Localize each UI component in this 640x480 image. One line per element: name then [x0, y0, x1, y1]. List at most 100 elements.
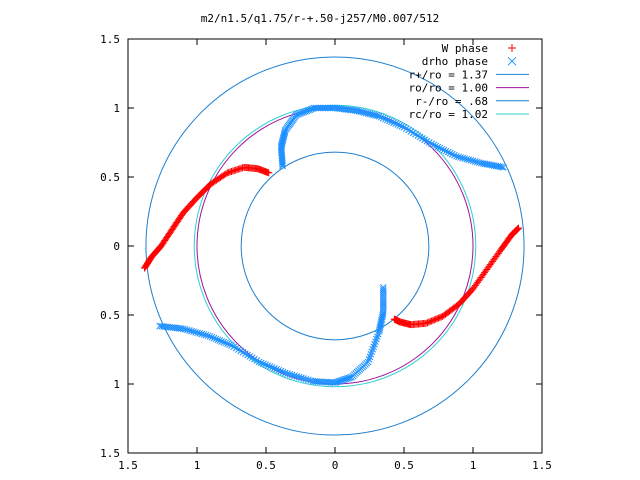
drho-phase-point [281, 369, 289, 377]
drho-phase-point [461, 155, 469, 162]
drho-phase-point [498, 163, 505, 171]
drho-phase-point [224, 340, 231, 348]
drho-phase-point [288, 371, 296, 379]
w-phase-point [265, 169, 273, 177]
drho-phase-point [260, 360, 267, 368]
drho-phase-point [430, 141, 438, 149]
drho-phase-point [277, 367, 285, 375]
drho-phase-point [198, 330, 206, 338]
drho-phase-point [279, 368, 287, 376]
drho-phase-point [428, 140, 435, 148]
x-tick-label: 1.5 [532, 459, 552, 472]
drho-phase-point [273, 365, 280, 373]
legend-label: r+/ro = 1.37 [409, 68, 488, 81]
drho-phase-point [382, 115, 389, 123]
drho-phase-point [384, 116, 391, 124]
x-tick-label: 0.5 [394, 459, 414, 472]
drho-phase-point [304, 376, 312, 384]
drho-phase-point [455, 153, 462, 161]
reference-circle [240, 151, 430, 341]
drho-phase-point [222, 339, 229, 347]
data-points [141, 104, 523, 386]
drho-phase-point [467, 156, 475, 164]
y-tick-label: 1 [113, 378, 120, 391]
x-axis: 1.5 1 0.5 0 0.5 1 1.5 [118, 39, 552, 472]
drho-phase-point [208, 333, 216, 341]
drho-phase-point [390, 119, 398, 127]
drho-phase-point [442, 147, 450, 155]
drho-phase-point [158, 322, 166, 330]
reference-circles [145, 56, 525, 436]
drho-phase-point [398, 123, 406, 130]
x-tick-label: 1.5 [118, 459, 138, 472]
legend-label: r-/ro = .68 [415, 95, 488, 108]
drho-phase-point [463, 155, 471, 163]
drho-phase-point [194, 329, 202, 337]
drho-phase-point [375, 112, 383, 120]
drho-phase-point [500, 163, 507, 171]
reference-circle [145, 56, 525, 436]
drho-phase-point [266, 363, 274, 370]
legend-marker [508, 44, 516, 52]
drho-phase-point [453, 152, 460, 160]
drho-phase-point [210, 334, 218, 342]
y-tick-label: 1.5 [100, 33, 120, 46]
drho-phase-point [388, 118, 395, 126]
drho-phase-point [300, 375, 308, 382]
legend-label: W phase [442, 42, 488, 55]
y-tick-label: 0 [113, 240, 120, 253]
y-tick-label: 0.5 [100, 171, 120, 184]
x-tick-label: 0 [332, 459, 339, 472]
legend-label: ro/ro = 1.00 [409, 82, 488, 95]
drho-phase-point [295, 373, 303, 381]
drho-phase-point [293, 373, 301, 380]
x-tick-label: 0.5 [256, 459, 276, 472]
w-phase-point [390, 315, 398, 323]
drho-phase-point [204, 332, 212, 340]
drho-phase-point [214, 336, 222, 344]
drho-phase-point [394, 121, 402, 128]
drho-phase-point [379, 114, 387, 122]
drho-phase-point [473, 158, 481, 166]
drho-phase-point [469, 157, 477, 165]
drho-phase-point [373, 112, 381, 120]
drho-phase-point [202, 331, 210, 339]
drho-phase-point [440, 146, 448, 154]
drho-phase-point [434, 143, 442, 151]
drho-phase-point [156, 322, 164, 330]
drho-phase-point [448, 150, 456, 158]
drho-phase-point [302, 375, 310, 383]
y-tick-label: 1 [113, 102, 120, 115]
legend-label: rc/ro = 1.02 [409, 108, 488, 121]
drho-phase-point [376, 326, 383, 334]
drho-phase-point [386, 117, 393, 125]
drho-phase-point [181, 326, 189, 333]
drho-phase-point [226, 341, 233, 348]
drho-phase-point [262, 361, 270, 369]
drho-phase-point [186, 327, 193, 334]
drho-phase-point [307, 377, 314, 384]
drho-phase-point [396, 122, 404, 129]
legend-marker [507, 56, 517, 66]
drho-phase-point [309, 377, 317, 385]
drho-phase-point [377, 113, 385, 121]
drho-phase-point [264, 362, 272, 369]
drho-phase-point [438, 145, 446, 153]
drho-phase-point [465, 156, 473, 164]
x-tick-label: 1 [470, 459, 477, 472]
drho-phase-point [218, 337, 226, 345]
drho-phase-point [284, 370, 291, 378]
drho-phase-point [268, 364, 276, 371]
drho-phase-point [206, 333, 214, 340]
drho-phase-point [451, 151, 458, 159]
drho-phase-point [457, 154, 464, 161]
drho-phase-point [275, 366, 283, 374]
y-axis: 1.5 1 0.5 0 0.5 1 1.5 [100, 33, 542, 460]
y-tick-label: 0.5 [100, 309, 120, 322]
drho-phase-point [392, 120, 400, 127]
drho-phase-point [286, 370, 294, 378]
y-tick-label: 1.5 [100, 447, 120, 460]
drho-phase-point [220, 338, 228, 346]
